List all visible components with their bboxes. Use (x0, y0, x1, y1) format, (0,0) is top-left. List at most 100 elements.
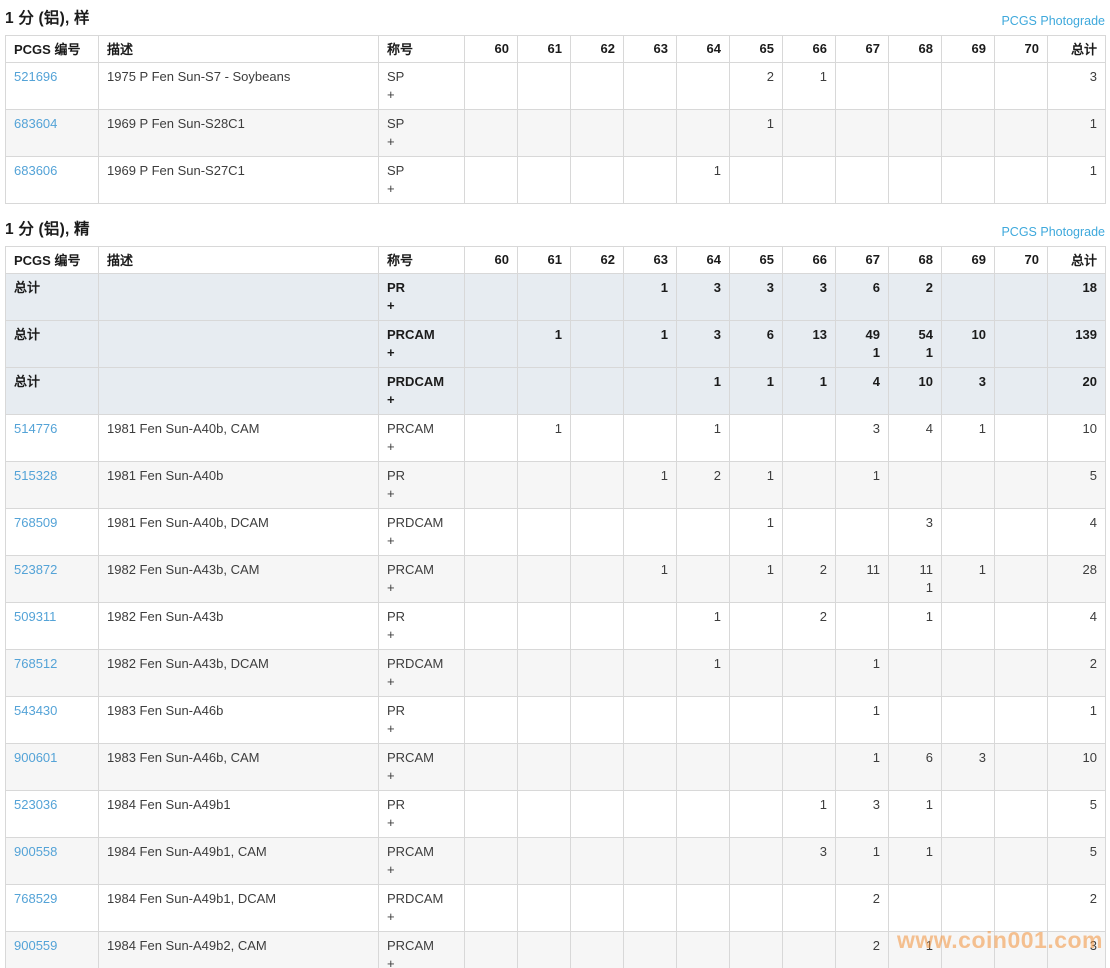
table-row: 521696 1975 P Fen Sun-S7 - Soybeans SP +2 1 3 (5, 62, 1106, 110)
pcgs-number-cell: 768529 (5, 884, 99, 932)
grade-61-count-cell (517, 931, 571, 968)
grade-65-count-cell (729, 837, 783, 885)
grade-63-count-cell (623, 62, 677, 110)
grade-65-count-cell: 1 (729, 367, 783, 415)
pcgs-number-link[interactable]: 900558 (14, 844, 58, 859)
designation-plus-label: + (387, 956, 395, 968)
col-header-designation: 称号 (378, 246, 465, 274)
pcgs-number-link[interactable]: 523872 (14, 562, 58, 577)
pcgs-number-link[interactable]: 515328 (14, 468, 58, 483)
pcgs-number-link[interactable]: 683606 (14, 163, 58, 178)
pcgs-number-link[interactable]: 543430 (14, 703, 58, 718)
designation-plus-label: + (387, 815, 395, 830)
grade-64-count-cell (676, 555, 730, 603)
row-total: 5 (1047, 461, 1106, 509)
grade-67-count-cell (835, 156, 889, 204)
pcgs-number-cell: 900601 (5, 743, 99, 791)
pcgs-number-link[interactable]: 514776 (14, 421, 58, 436)
table-body: 总计 PR +1 3 3 3 6 2 18 总计 PRCAM +1 1 3 6 13 49 1 54 1 10 139 总计… (5, 273, 1106, 968)
grade-61-count-cell (517, 156, 571, 204)
grade-66-count-cell: 2 (782, 602, 836, 650)
grade-68-count-cell: 10 (888, 367, 942, 415)
grade-66-count-cell (782, 931, 836, 968)
grade-count: 1 (660, 562, 668, 577)
col-header-pcgs-number: PCGS 编号 (5, 35, 99, 63)
summary-total-label: 总计 (14, 374, 41, 389)
pcgs-number-cell: 523036 (5, 790, 99, 838)
pcgs-number-link[interactable]: 900601 (14, 750, 58, 765)
grade-67-count-cell: 3 (835, 414, 889, 462)
pcgs-number-link[interactable]: 768529 (14, 891, 58, 906)
row-total: 5 (1047, 790, 1106, 838)
pcgs-number-link[interactable]: 683604 (14, 116, 58, 131)
designation-cell: PRCAM + (378, 555, 465, 603)
pcgs-number-link[interactable]: 521696 (14, 69, 58, 84)
grade-67-count-cell (835, 109, 889, 157)
grade-61-count-cell (517, 555, 571, 603)
pcgs-number-link[interactable]: 523036 (14, 797, 58, 812)
grade-count: 54 (918, 327, 933, 342)
coin-description: 1984 Fen Sun-A49b2, CAM (98, 931, 379, 968)
grade-65-count-cell (729, 884, 783, 932)
row-total: 2 (1047, 649, 1106, 697)
coin-description: 1981 Fen Sun-A40b, DCAM (98, 508, 379, 556)
grade-count: 1 (766, 562, 774, 577)
grade-69-count-cell (941, 508, 995, 556)
pcgs-number-cell: 543430 (5, 696, 99, 744)
grade-66-count-cell: 1 (782, 62, 836, 110)
grade-count: 49 (865, 327, 880, 342)
grade-63-count-cell: 1 (623, 320, 677, 368)
grade-61-count-cell (517, 109, 571, 157)
grade-70-count-cell (994, 414, 1048, 462)
pcgs-number-link[interactable]: 768509 (14, 515, 58, 530)
col-header-grade-62: 62 (570, 35, 624, 63)
summary-total-label: 总计 (14, 280, 41, 295)
grade-count: 10 (918, 374, 933, 389)
designation-plus-label: + (387, 87, 395, 102)
grade-60-count-cell (464, 320, 518, 368)
pcgs-number-link[interactable]: 509311 (14, 609, 57, 624)
grade-70-count-cell (994, 367, 1048, 415)
grade-60-count-cell (464, 649, 518, 697)
grade-plus-count: 1 (872, 345, 880, 360)
grade-count: 3 (872, 421, 880, 436)
grade-68-count-cell (888, 884, 942, 932)
coin-description: 1975 P Fen Sun-S7 - Soybeans (98, 62, 379, 110)
col-header-total: 总计 (1047, 35, 1106, 63)
designation-plus-label: + (387, 439, 395, 454)
grade-63-count-cell (623, 156, 677, 204)
table-section-specimen: 1 分 (铝), 样 PCGS Photograde PCGS 编号 描述 称号… (5, 6, 1106, 204)
pcgs-number-link[interactable]: 768512 (14, 656, 58, 671)
grade-61-count-cell (517, 62, 571, 110)
col-header-grade-64: 64 (676, 35, 730, 63)
grade-63-count-cell: 1 (623, 273, 677, 321)
grade-65-count-cell: 3 (729, 273, 783, 321)
designation-cell: PRCAM + (378, 320, 465, 368)
grade-67-count-cell: 1 (835, 837, 889, 885)
summary-row: 总计 PR +1 3 3 3 6 2 18 (5, 273, 1106, 321)
grade-67-count-cell: 3 (835, 790, 889, 838)
grade-70-count-cell (994, 62, 1048, 110)
grade-count: 1 (872, 468, 880, 483)
grade-68-count-cell: 2 (888, 273, 942, 321)
designation-label: PRCAM (387, 844, 434, 859)
photograde-link[interactable]: PCGS Photograde (1001, 225, 1105, 239)
grade-count: 2 (713, 468, 721, 483)
grade-70-count-cell (994, 273, 1048, 321)
summary-row: 总计 PRCAM +1 1 3 6 13 49 1 54 1 10 139 (5, 320, 1106, 368)
pcgs-number-cell: 768509 (5, 508, 99, 556)
table-row: 509311 1982 Fen Sun-A43b PR +1 2 1 4 (5, 602, 1106, 650)
row-total: 5 (1047, 837, 1106, 885)
coin-description: 1982 Fen Sun-A43b, CAM (98, 555, 379, 603)
designation-label: PRDCAM (387, 374, 445, 389)
grade-67-count-cell: 4 (835, 367, 889, 415)
grade-plus-count: 1 (925, 580, 933, 595)
pcgs-number-link[interactable]: 900559 (14, 938, 58, 953)
grade-63-count-cell (623, 508, 677, 556)
grade-61-count-cell (517, 461, 571, 509)
grade-65-count-cell (729, 602, 783, 650)
grade-62-count-cell (570, 743, 624, 791)
photograde-link[interactable]: PCGS Photograde (1001, 14, 1105, 28)
grade-61-count-cell: 1 (517, 320, 571, 368)
grade-69-count-cell (941, 790, 995, 838)
